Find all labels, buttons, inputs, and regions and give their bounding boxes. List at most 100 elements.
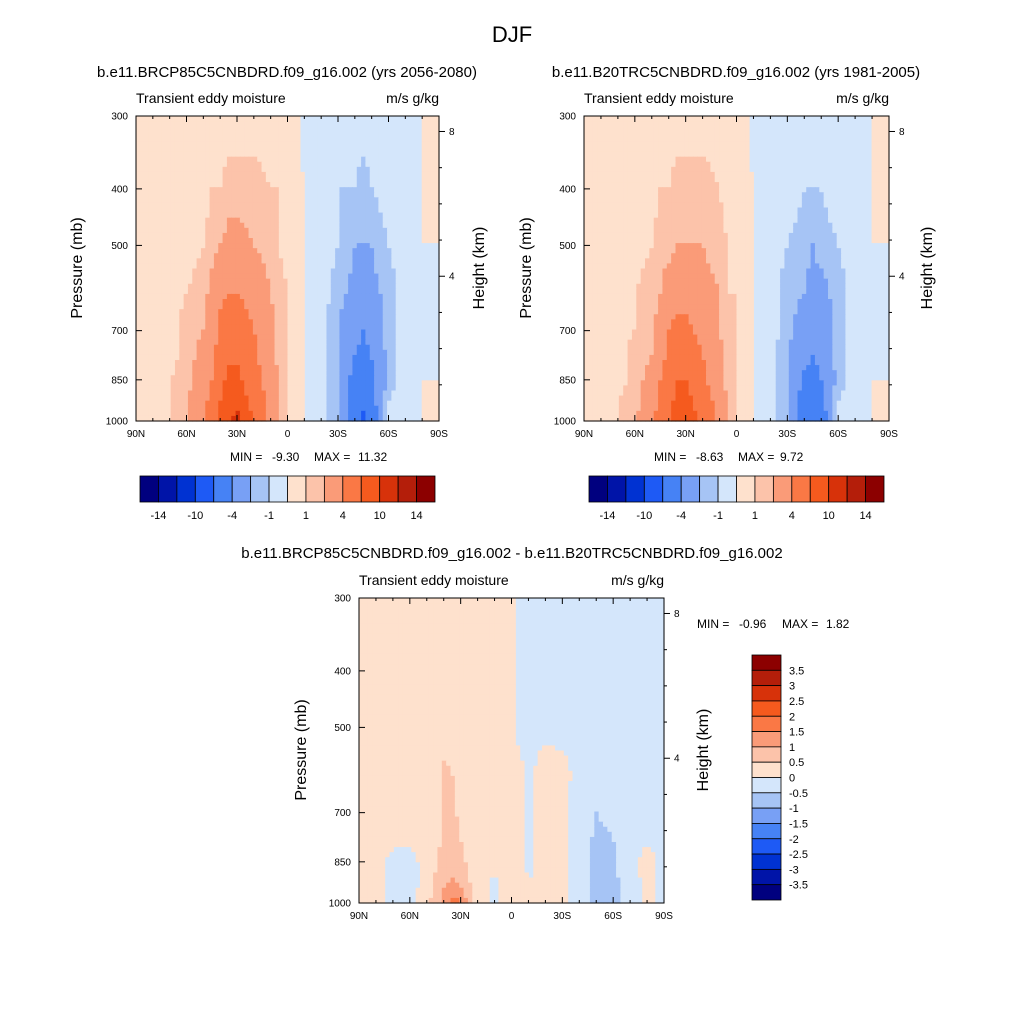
contour-cell — [304, 410, 310, 417]
contour-cell — [148, 375, 154, 381]
contour-cell — [283, 171, 289, 178]
contour-cell — [400, 273, 405, 280]
contour-cell — [218, 360, 224, 366]
contour-cell — [845, 156, 851, 163]
contour-cell — [352, 370, 358, 376]
contour-cell — [771, 146, 777, 153]
contour-cell — [313, 370, 319, 376]
contour-cell — [810, 161, 816, 168]
contour-cell — [719, 131, 725, 137]
contour-cell — [330, 293, 336, 300]
contour-cell — [239, 238, 245, 244]
contour-cell — [605, 151, 611, 158]
contour-cell — [192, 354, 198, 361]
colorbar-label: -10 — [187, 510, 203, 522]
contour-cell — [584, 116, 589, 122]
contour-cell — [434, 156, 440, 163]
contour-cell — [304, 293, 310, 300]
contour-cell — [239, 151, 245, 158]
contour-cell — [605, 156, 611, 163]
colorbar-swatch — [397, 475, 417, 503]
contour-cell — [196, 339, 202, 346]
contour-cell — [356, 278, 362, 285]
contour-cell — [749, 156, 755, 163]
contour-cell — [278, 329, 284, 336]
contour-cell — [391, 258, 397, 265]
contour-cell — [421, 329, 427, 336]
contour-cell — [205, 304, 211, 310]
contour-cell — [157, 288, 163, 295]
contour-cell — [304, 121, 310, 127]
contour-cell — [374, 116, 379, 122]
colorbar-swatch — [231, 475, 252, 503]
contour-cell — [205, 243, 211, 249]
contour-cell — [365, 283, 371, 290]
contour-cell — [875, 121, 881, 127]
contour-cell — [326, 197, 332, 204]
contour-cell — [374, 232, 379, 239]
contour-cell — [391, 400, 397, 407]
contour-cell — [627, 121, 633, 127]
contour-cell — [187, 314, 193, 320]
contour-cell — [391, 395, 397, 402]
contour-cell — [235, 177, 241, 183]
contour-cell — [179, 202, 185, 209]
contour-cell — [304, 278, 310, 285]
contour-cell — [174, 131, 180, 137]
contour-cell — [261, 248, 267, 254]
contour-cell — [157, 263, 163, 270]
contour-cell — [317, 156, 323, 163]
contour-cell — [343, 212, 349, 219]
contour-cell — [239, 263, 245, 270]
contour-cell — [200, 360, 206, 366]
contour-cell — [313, 278, 319, 285]
contour-cell — [144, 141, 150, 148]
contour-cell — [645, 151, 650, 158]
contour-cell — [183, 192, 189, 198]
contour-cell — [688, 156, 694, 163]
contour-cell — [413, 136, 418, 143]
contour-cell — [391, 344, 397, 351]
contour-cell — [270, 182, 276, 188]
contour-cell — [378, 278, 384, 285]
contour-cell — [382, 360, 388, 366]
contour-cell — [300, 116, 306, 122]
contour-cell — [235, 161, 241, 168]
contour-cell — [361, 202, 367, 209]
contour-cell — [153, 365, 159, 371]
contour-cell — [205, 197, 211, 204]
contour-cell — [205, 182, 211, 188]
contour-cell — [261, 329, 267, 336]
contour-cell — [148, 248, 154, 254]
contour-cell — [819, 151, 825, 158]
contour-cell — [649, 126, 655, 132]
contour-cell — [369, 126, 375, 132]
contour-cell — [391, 278, 397, 285]
contour-cell — [209, 238, 215, 244]
contour-cell — [278, 390, 284, 397]
colorbar-swatch — [268, 475, 288, 503]
contour-cell — [339, 151, 345, 158]
contour-cell — [235, 299, 241, 305]
contour-cell — [382, 410, 388, 417]
contour-cell — [788, 131, 794, 137]
contour-cell — [179, 268, 185, 275]
contour-cell — [157, 380, 163, 387]
contour-cell — [261, 263, 267, 270]
contour-cell — [270, 339, 276, 346]
contour-cell — [179, 131, 185, 137]
contour-cell — [261, 217, 267, 224]
contour-cell — [330, 126, 336, 132]
contour-cell — [762, 121, 768, 127]
contour-cell — [382, 263, 388, 270]
contour-cell — [400, 151, 405, 158]
contour-cell — [430, 395, 436, 402]
colorbar-swatch — [323, 475, 344, 503]
contour-cell — [369, 288, 375, 295]
contour-cell — [326, 288, 332, 295]
contour-cell — [196, 349, 202, 356]
contour-cell — [153, 375, 159, 381]
contour-cell — [421, 319, 427, 326]
contour-cell — [356, 370, 362, 376]
contour-cell — [291, 217, 297, 224]
